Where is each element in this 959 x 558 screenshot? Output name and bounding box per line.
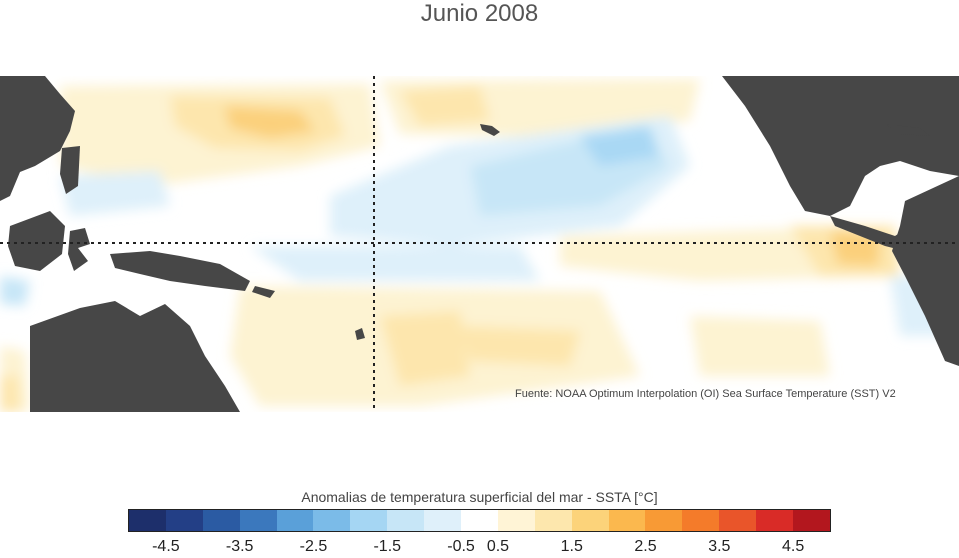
colorbar-swatch — [497, 510, 535, 531]
colorbar-swatch — [645, 510, 683, 531]
colorbar-swatch — [571, 510, 609, 531]
anomaly-patch — [830, 231, 880, 266]
land-fiji — [355, 328, 365, 340]
colorbar-swatch — [461, 510, 498, 531]
land-caribbean-island — [885, 124, 930, 136]
anomaly-patch — [460, 326, 580, 366]
land-south-america — [892, 176, 959, 366]
land-new-guinea — [110, 251, 250, 291]
land-philippines — [60, 146, 80, 194]
anomaly-patch — [0, 276, 30, 306]
colorbar-swatch — [350, 510, 388, 531]
colorbar-tick-label: 4.5 — [781, 538, 805, 555]
colorbar-swatch — [719, 510, 757, 531]
colorbar-swatch — [682, 510, 720, 531]
land-north-america — [722, 76, 959, 216]
colorbar-swatch — [202, 510, 240, 531]
reference-lines — [0, 76, 959, 412]
colorbar-swatch — [239, 510, 277, 531]
colorbar-tick-label: 0.5 — [486, 538, 510, 555]
colorbar-swatch — [793, 510, 830, 531]
land-solomon-islands — [252, 286, 275, 298]
land-masses — [0, 76, 959, 412]
colorbar-swatch — [387, 510, 425, 531]
colorbar-swatch — [276, 510, 314, 531]
land-sulawesi — [68, 228, 90, 271]
colorbar-swatch — [534, 510, 572, 531]
colorbar-tick-label: -4.5 — [152, 538, 180, 555]
colorbar-swatch — [608, 510, 646, 531]
data-source-note: Fuente: NOAA Optimum Interpolation (OI) … — [515, 388, 896, 400]
colorbar-swatch — [756, 510, 794, 531]
map-title: Junio 2008 — [420, 0, 539, 27]
land-borneo — [8, 211, 65, 271]
anomaly-patch — [400, 86, 490, 126]
colorbar-tick-label: -3.5 — [225, 538, 254, 555]
anomaly-patch — [250, 246, 540, 281]
land-australia — [30, 301, 240, 412]
ssta-map — [0, 76, 959, 412]
land-asia — [0, 76, 75, 201]
colorbar-tick-label: -0.5 — [447, 538, 475, 555]
colorbar-swatch — [313, 510, 351, 531]
anomaly-patch — [380, 311, 470, 386]
land-hawaii — [480, 124, 500, 136]
colorbar-tick-label: -1.5 — [373, 538, 402, 555]
anomaly-patch — [60, 171, 170, 216]
colorbar-tick-label: 3.5 — [708, 538, 731, 555]
anomaly-patch — [225, 106, 315, 138]
anomaly-patch — [0, 376, 20, 412]
anomaly-patch — [690, 316, 830, 376]
colorbar — [128, 509, 831, 532]
colorbar-tick-label: 1.5 — [560, 538, 583, 555]
colorbar-title: Anomalias de temperatura superficial del… — [301, 489, 658, 505]
colorbar-tick-label: 2.5 — [634, 538, 657, 555]
colorbar-ticks: -4.5 -3.5 -2.5 -1.5 -0.5 0.5 1.5 2.5 3.5 4.5 — [0, 538, 959, 558]
colorbar-swatch — [129, 510, 166, 531]
colorbar-tick-label: -2.5 — [299, 538, 328, 555]
colorbar-swatch — [165, 510, 203, 531]
anomaly-patch — [580, 126, 660, 166]
colorbar-swatch — [424, 510, 462, 531]
